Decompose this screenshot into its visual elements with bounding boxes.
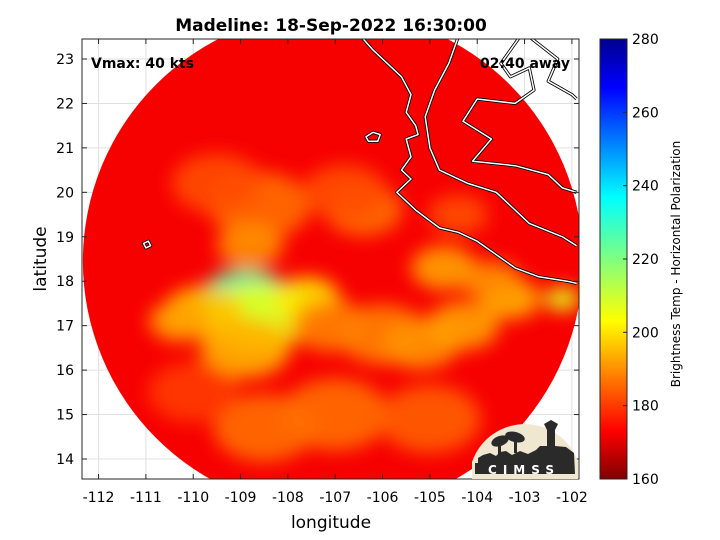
swath-feature (217, 223, 284, 268)
brightness-temp-swath (82, 39, 581, 479)
swath-feature (461, 261, 522, 302)
x-axis: -112 -111 -110 -109 -108 -107 -106 -105 -104 -103… (83, 39, 588, 506)
axes-box (81, 38, 580, 480)
colorbar-tick-label: 240 (632, 179, 659, 195)
coastline (424, 39, 577, 247)
x-tick-label: -109 (225, 490, 257, 506)
coastline (362, 39, 577, 285)
swath-feature (427, 301, 500, 350)
colorbar-tick-label: 180 (632, 399, 659, 415)
y-tick-label: 22 (56, 96, 74, 112)
swath-feature (411, 245, 478, 290)
y-axis: 14 15 16 17 18 19 20 21 22 23 (56, 52, 579, 468)
colorbar (599, 38, 628, 480)
x-tick-label: -107 (319, 490, 351, 506)
colorbar-tick-label: 220 (632, 252, 659, 268)
swath-feature (149, 301, 210, 342)
y-tick-label: 20 (56, 185, 74, 201)
coastline (462, 39, 577, 194)
y-tick-label: 21 (56, 141, 74, 157)
x-tick-label: -105 (414, 490, 446, 506)
swath-feature (171, 153, 262, 214)
x-axis-label: longitude (291, 513, 371, 533)
x-tick-label: -103 (509, 490, 541, 506)
colorbar-tick-label: 200 (632, 325, 659, 341)
x-tick-label: -112 (83, 490, 115, 506)
colorbar-tick-label: 260 (632, 105, 659, 121)
colorbar-tick-label: 160 (632, 472, 659, 488)
y-axis-label: latitude (31, 226, 51, 291)
cimss-logo: CIMSS (472, 420, 578, 479)
swath-feature (148, 362, 239, 423)
x-tick-label: -111 (130, 490, 162, 506)
x-tick-label: -108 (272, 490, 304, 506)
colorbar-tick-label: 280 (632, 32, 659, 48)
swath-feature (428, 194, 489, 235)
y-tick-label: 17 (56, 319, 74, 335)
swath-feature (378, 385, 481, 453)
coastlines-white (142, 39, 578, 285)
vmax-annotation: Vmax: 40 kts (91, 56, 194, 72)
island (365, 131, 381, 142)
colorbar-label: Brightness Temp - Horizontal Polarizatio… (669, 141, 683, 388)
y-tick-label: 15 (56, 408, 74, 424)
colorbar-ticks: 160 180 200 220 240 260 280 (623, 32, 659, 488)
y-tick-label: 19 (56, 230, 74, 246)
swath-feature (302, 164, 387, 221)
coastline (530, 39, 578, 100)
swath-feature (200, 317, 291, 378)
x-tick-label: -110 (177, 490, 209, 506)
time-away-annotation: 02:40 away (480, 56, 570, 72)
logo-text: CIMSS (488, 463, 560, 477)
x-tick-label: -106 (367, 490, 399, 506)
chart-title: Madeline: 18-Sep-2022 16:30:00 (175, 16, 487, 36)
swath-feature (213, 393, 316, 462)
y-tick-label: 14 (56, 452, 74, 468)
island (142, 240, 152, 249)
x-tick-label: -104 (461, 490, 493, 506)
y-tick-label: 18 (56, 274, 74, 290)
y-tick-label: 23 (56, 52, 74, 68)
x-tick-label: -102 (556, 490, 588, 506)
swath-feature (544, 287, 581, 311)
y-tick-label: 16 (56, 363, 74, 379)
